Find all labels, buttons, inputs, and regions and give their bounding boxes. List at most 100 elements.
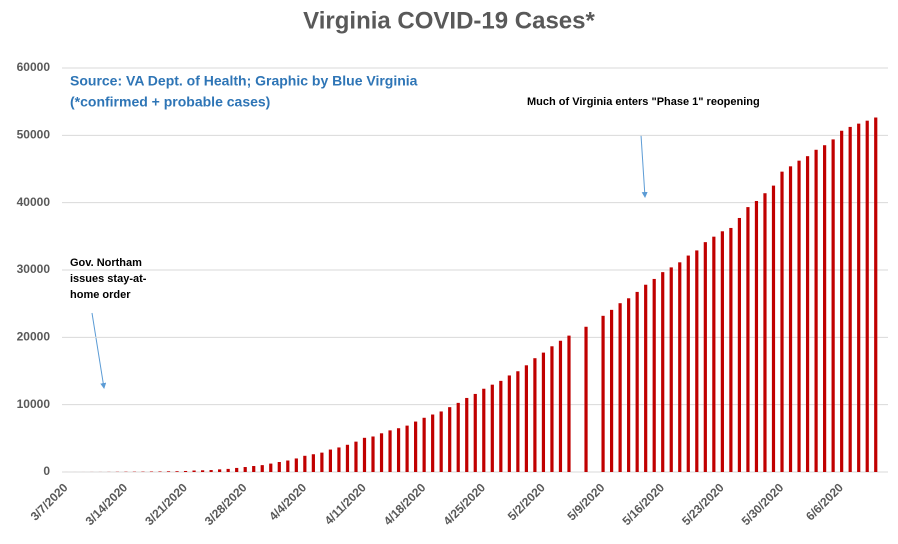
bar <box>661 272 665 472</box>
x-tick-label: 4/4/2020 <box>266 480 309 523</box>
annotation: Much of Virginia enters "Phase 1" reopen… <box>527 96 760 108</box>
chart-title: Virginia COVID-19 Cases* <box>303 7 595 34</box>
bar <box>678 262 682 472</box>
bar <box>516 371 520 472</box>
bar <box>771 185 776 472</box>
bar <box>328 449 333 472</box>
bar <box>840 130 844 473</box>
bar <box>303 455 307 472</box>
x-tick-label: 4/11/2020 <box>322 480 369 527</box>
bar <box>763 193 767 472</box>
bar <box>720 231 724 472</box>
bar <box>490 384 494 472</box>
bar <box>362 437 367 472</box>
bar <box>269 463 273 472</box>
bar <box>354 441 358 472</box>
bar <box>695 250 699 472</box>
bar <box>627 298 631 472</box>
bar <box>729 227 733 472</box>
bar <box>635 291 639 472</box>
x-tick-label: 6/6/2020 <box>803 480 846 523</box>
bar <box>200 470 205 472</box>
bar <box>482 388 486 472</box>
bar <box>226 468 230 472</box>
bar <box>703 242 707 472</box>
bar <box>337 447 341 472</box>
x-tick-label: 3/21/2020 <box>142 480 190 528</box>
bar <box>311 454 315 472</box>
x-tick-label: 3/14/2020 <box>83 480 131 528</box>
annotation: Gov. Northam <box>70 257 142 269</box>
bar <box>456 402 460 472</box>
bar <box>371 436 375 472</box>
bar <box>805 156 810 472</box>
bar <box>422 417 426 472</box>
bar <box>831 139 835 472</box>
bar <box>252 466 256 472</box>
bar <box>541 352 546 472</box>
bar <box>823 145 827 472</box>
bar <box>439 411 443 472</box>
y-tick-label: 40000 <box>17 195 51 209</box>
y-tick-label: 20000 <box>17 330 51 344</box>
bar <box>507 375 511 472</box>
bar <box>473 393 477 472</box>
bar <box>286 460 290 472</box>
bar <box>465 397 469 472</box>
annotation-arrow <box>640 134 648 198</box>
bar <box>260 465 264 472</box>
bar <box>345 444 350 472</box>
bar <box>218 469 222 472</box>
bar <box>448 407 452 472</box>
bar <box>780 171 784 473</box>
bar <box>243 467 247 472</box>
bar <box>166 471 171 472</box>
bar <box>797 160 801 472</box>
bar <box>669 267 673 472</box>
bar <box>652 278 656 472</box>
bar <box>814 149 818 473</box>
y-tick-label: 30000 <box>17 262 51 276</box>
bar <box>848 126 852 472</box>
y-tick-label: 50000 <box>17 128 51 142</box>
bar <box>209 470 213 472</box>
x-tick-label: 5/30/2020 <box>739 480 787 528</box>
x-tick-label: 4/18/2020 <box>381 480 429 528</box>
bar <box>584 326 588 472</box>
bar <box>396 428 401 472</box>
bar <box>277 462 281 472</box>
bar <box>746 207 750 472</box>
bar <box>379 433 384 472</box>
x-tick-label: 5/23/2020 <box>679 480 727 528</box>
x-tick-label: 3/7/2020 <box>28 480 71 523</box>
bar <box>601 315 605 472</box>
bar <box>874 117 878 473</box>
bar <box>754 200 759 473</box>
bar <box>550 346 554 472</box>
annotation: home order <box>70 289 131 301</box>
bar <box>235 467 239 472</box>
bar <box>865 120 869 472</box>
bar <box>431 414 435 472</box>
source-note: Source: VA Dept. of Health; Graphic by B… <box>70 73 418 89</box>
bar <box>524 365 528 472</box>
x-tick-label: 5/16/2020 <box>619 480 667 528</box>
y-tick-label: 60000 <box>17 60 51 74</box>
annotation: issues stay-at- <box>70 273 147 285</box>
bar <box>294 458 298 472</box>
bar <box>618 303 622 472</box>
bar <box>644 284 648 472</box>
bar <box>158 471 162 472</box>
bar <box>609 309 614 472</box>
bar <box>499 380 503 472</box>
bar <box>533 358 537 472</box>
bar <box>192 470 196 472</box>
bar <box>320 452 324 472</box>
bar <box>175 471 179 472</box>
bar <box>686 255 690 472</box>
bar <box>405 425 409 472</box>
bar <box>857 123 861 472</box>
x-tick-label: 5/2/2020 <box>505 480 548 523</box>
bar <box>388 430 392 472</box>
